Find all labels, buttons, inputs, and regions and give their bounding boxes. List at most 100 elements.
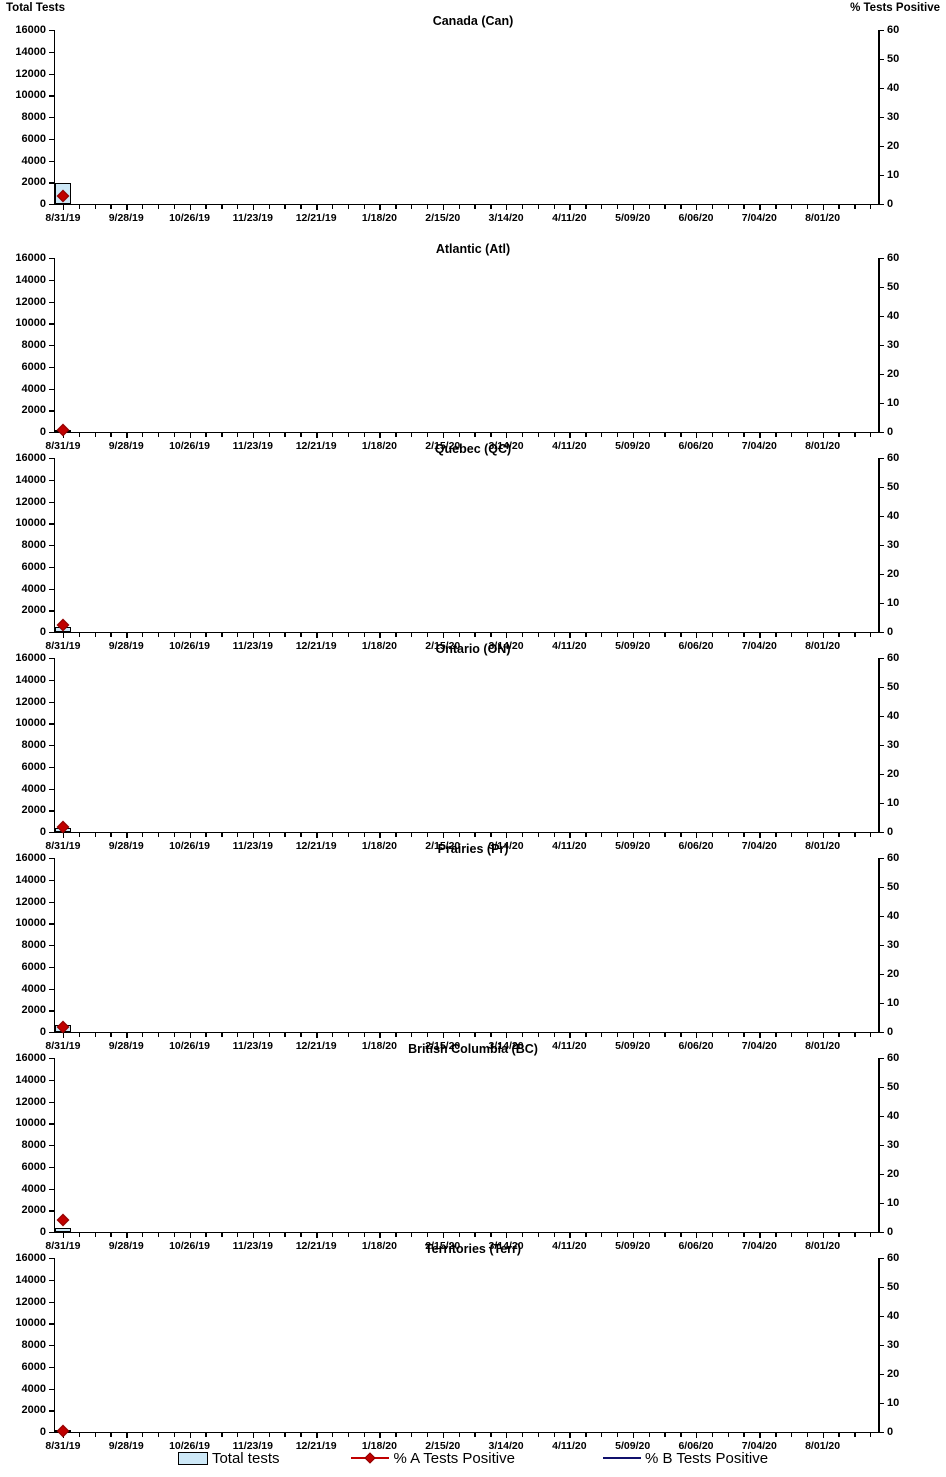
- x-axis-tick: [126, 832, 128, 838]
- right-axis-tick: [878, 716, 884, 718]
- panel-title: Canada (Can): [432, 14, 514, 28]
- x-axis-tick: [727, 1232, 730, 1237]
- x-axis-tick: [94, 432, 96, 437]
- left-axis-label: 4000: [21, 582, 46, 595]
- x-axis-tick: [363, 1432, 366, 1437]
- left-axis-tick: [49, 788, 55, 790]
- x-axis-tick: [316, 832, 318, 838]
- right-axis-tick: [878, 487, 884, 489]
- x-axis-label: 8/31/19: [45, 212, 81, 224]
- x-axis-tick: [553, 1432, 555, 1437]
- x-axis-tick: [316, 1232, 318, 1238]
- x-axis-tick: [759, 432, 761, 438]
- left-axis-tick: [49, 30, 55, 32]
- x-axis-tick: [189, 632, 191, 638]
- legend-line-diamond-icon: [351, 1452, 390, 1465]
- x-axis-tick: [632, 204, 635, 210]
- right-axis-tick: [878, 687, 884, 689]
- x-axis-label: 5/09/20: [615, 1040, 651, 1052]
- x-axis-tick: [173, 204, 176, 209]
- x-axis-tick: [474, 632, 476, 637]
- left-axis-label: 2000: [21, 804, 46, 817]
- right-axis-label: 40: [887, 1310, 900, 1322]
- x-axis-tick: [379, 204, 381, 210]
- pct-a-positive-marker: [56, 423, 70, 437]
- x-axis-tick: [379, 632, 381, 638]
- x-axis-tick: [126, 204, 128, 210]
- right-axis-tick: [878, 774, 884, 776]
- right-axis-tick: [878, 345, 884, 347]
- x-axis-tick: [205, 1032, 207, 1037]
- x-axis-tick: [695, 204, 698, 210]
- x-axis-tick: [806, 832, 809, 837]
- right-axis-label: 20: [887, 568, 900, 580]
- x-axis-tick: [537, 832, 540, 837]
- x-axis-tick: [94, 632, 96, 637]
- x-axis-tick: [126, 1032, 128, 1038]
- x-axis-tick: [316, 1432, 318, 1438]
- x-axis-tick: [537, 1432, 540, 1437]
- x-axis-label: 1/18/20: [361, 212, 397, 224]
- x-axis-label: 9/28/19: [108, 640, 144, 652]
- x-axis-tick: [316, 1032, 318, 1038]
- right-axis-label: 50: [887, 881, 900, 893]
- x-axis-tick: [442, 632, 445, 638]
- left-axis-label: 2000: [21, 1004, 46, 1017]
- x-axis-label: 9/28/19: [108, 212, 144, 224]
- x-axis-tick: [822, 1232, 824, 1238]
- x-axis-tick: [537, 432, 540, 437]
- x-axis-tick: [775, 832, 777, 837]
- legend-swatch-box-icon: [177, 1451, 208, 1465]
- x-axis-label: 3/14/20: [488, 640, 524, 652]
- right-axis-tick: [878, 175, 884, 177]
- x-axis-tick: [790, 204, 793, 209]
- x-axis-tick: [854, 1232, 856, 1237]
- right-axis-label: 30: [887, 111, 900, 123]
- right-axis-label: 10: [887, 797, 900, 809]
- left-axis-tick: [49, 988, 55, 990]
- right-axis-tick: [878, 887, 884, 889]
- x-axis-tick: [173, 632, 176, 637]
- left-axis-tick: [49, 1232, 55, 1234]
- x-axis-tick: [157, 1032, 160, 1037]
- x-axis-tick: [173, 432, 176, 437]
- x-axis-tick: [695, 632, 698, 638]
- x-axis-tick: [78, 1232, 81, 1237]
- x-axis-tick: [585, 632, 587, 637]
- x-axis-tick: [363, 1032, 366, 1037]
- x-axis-tick: [458, 1032, 460, 1037]
- left-axis-tick: [49, 1366, 55, 1369]
- chart-panel: Prairies (Pr) 0 2000 4000 6000 8000 10000 12000…: [0, 840, 946, 1052]
- x-axis-label: 8/31/19: [45, 1240, 81, 1252]
- x-axis-tick: [822, 1032, 824, 1038]
- x-axis-tick: [189, 1032, 191, 1038]
- x-axis-tick: [490, 632, 492, 637]
- x-axis-tick: [411, 832, 413, 837]
- x-axis-label: 12/21/19: [295, 1040, 337, 1052]
- x-axis-tick: [347, 1032, 350, 1037]
- left-axis-tick: [49, 858, 55, 860]
- right-axis-tick: [878, 1287, 884, 1289]
- x-axis-tick: [157, 432, 160, 437]
- left-axis-tick: [49, 1388, 55, 1390]
- left-axis-label: 2000: [21, 1404, 46, 1417]
- x-axis-tick: [221, 432, 223, 437]
- right-axis-tick: [878, 1058, 884, 1060]
- x-axis-tick: [601, 1232, 603, 1237]
- left-axis-tick: [49, 566, 55, 569]
- panel-title: Atlantic (Atl): [435, 242, 511, 256]
- x-axis-label: 1/18/20: [361, 1240, 397, 1252]
- x-axis-tick: [695, 1432, 698, 1438]
- left-axis-tick: [49, 1345, 55, 1347]
- x-axis-label: 4/11/20: [552, 440, 587, 452]
- x-axis-tick: [284, 1432, 286, 1437]
- right-axis-tick: [878, 658, 884, 660]
- x-axis-tick: [616, 1032, 619, 1037]
- right-axis-label: 40: [887, 1110, 900, 1122]
- x-axis-tick: [759, 1432, 761, 1438]
- left-axis-label: 14000: [15, 1273, 46, 1286]
- x-axis-tick: [632, 432, 635, 438]
- chart-panel: Atlantic (Atl) 0 2000 4000 6000 8000 10000 1200…: [0, 240, 946, 452]
- x-axis-tick: [490, 204, 492, 209]
- x-axis-tick: [395, 1032, 397, 1037]
